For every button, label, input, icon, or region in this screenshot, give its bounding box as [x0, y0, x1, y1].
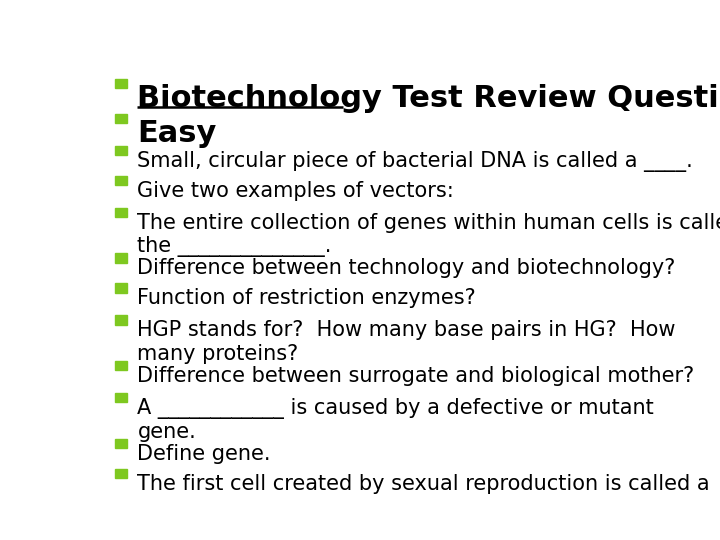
Bar — [115, 79, 127, 88]
Text: The entire collection of genes within human cells is called
the ______________.: The entire collection of genes within hu… — [138, 213, 720, 257]
Bar — [115, 393, 127, 402]
Bar — [115, 146, 127, 155]
Text: Easy: Easy — [138, 119, 217, 147]
Bar — [115, 113, 127, 123]
Bar — [115, 469, 127, 478]
Bar — [115, 284, 127, 293]
Text: Define gene.: Define gene. — [138, 444, 271, 464]
Text: Biotechnology Test Review Questions:: Biotechnology Test Review Questions: — [138, 84, 720, 113]
Text: Difference between technology and biotechnology?: Difference between technology and biotec… — [138, 259, 676, 279]
Text: A ____________ is caused by a defective or mutant
gene.: A ____________ is caused by a defective … — [138, 398, 654, 442]
Text: HGP stands for?  How many base pairs in HG?  How
many proteins?: HGP stands for? How many base pairs in H… — [138, 320, 676, 363]
Bar — [115, 253, 127, 262]
Bar — [115, 176, 127, 185]
Text: Function of restriction enzymes?: Function of restriction enzymes? — [138, 288, 476, 308]
Bar — [115, 439, 127, 448]
Bar — [115, 208, 127, 217]
Text: The first cell created by sexual reproduction is called a: The first cell created by sexual reprodu… — [138, 474, 710, 494]
Bar — [115, 315, 127, 325]
Text: Difference between surrogate and biological mother?: Difference between surrogate and biologi… — [138, 366, 695, 386]
Text: Give two examples of vectors:: Give two examples of vectors: — [138, 181, 454, 201]
Text: Small, circular piece of bacterial DNA is called a ____.: Small, circular piece of bacterial DNA i… — [138, 151, 693, 172]
Bar — [115, 361, 127, 370]
